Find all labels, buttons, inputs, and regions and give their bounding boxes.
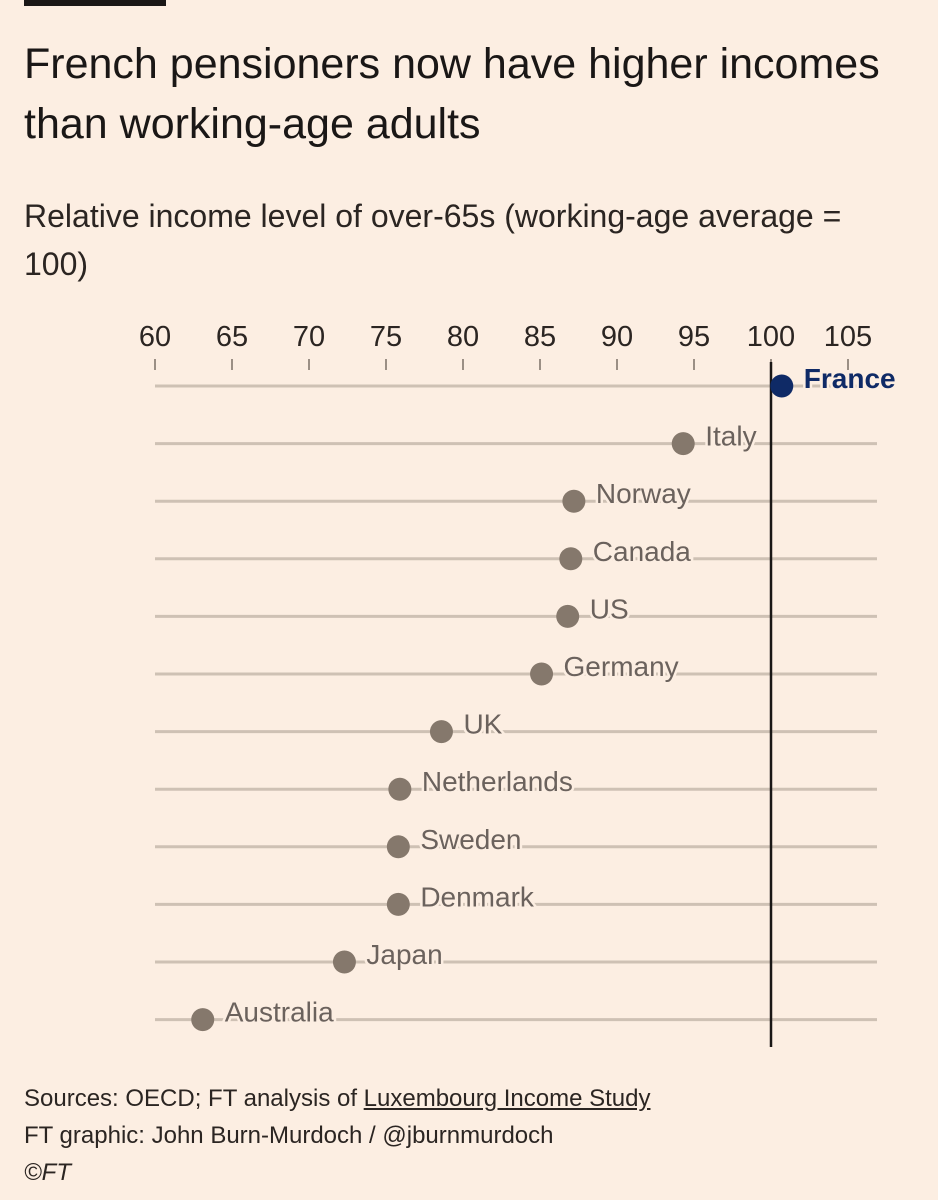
tick-label-60: 60 — [139, 321, 171, 353]
tick-label-75: 75 — [370, 321, 402, 353]
data-label-japan: Japan — [366, 939, 442, 970]
tick-label-65: 65 — [216, 321, 248, 353]
luxembourg-income-study-link[interactable]: Luxembourg Income Study — [363, 1085, 651, 1112]
chart-title: French pensioners now have higher income… — [24, 40, 880, 148]
dot-japan — [332, 950, 356, 974]
top-rule — [24, 0, 166, 6]
tick-label-90: 90 — [601, 321, 633, 353]
tick-label-105: 105 — [824, 321, 872, 353]
data-label-germany: Germany — [564, 651, 679, 682]
data-label-australia: Australia — [225, 997, 334, 1028]
dot-canada — [559, 547, 583, 571]
data-label-denmark: Denmark — [420, 881, 535, 912]
tick-label-100: 100 — [747, 321, 795, 353]
data-label-italy: Italy — [705, 421, 756, 452]
chart-rows — [155, 384, 877, 1022]
data-label-norway: Norway — [596, 478, 691, 509]
data-label-us: US — [590, 593, 629, 624]
x-axis: 60 65 70 75 80 85 90 95 100 105 — [139, 321, 872, 370]
dot-uk — [429, 720, 453, 744]
footer: Sources: OECD; FT analysis of Luxembourg… — [24, 1080, 914, 1191]
graphic-credit: FT graphic: John Burn-Murdoch / @jburnmu… — [24, 1122, 554, 1149]
data-label-netherlands: Netherlands — [422, 766, 573, 797]
chart-dots: France Italy Norway Canada US Germany UK Nether… — [191, 361, 898, 1032]
data-label-sweden: Sweden — [420, 824, 521, 855]
chart-subtitle: Relative income level of over-65s (worki… — [24, 198, 842, 282]
dot-netherlands — [388, 777, 412, 801]
dot-denmark — [386, 892, 410, 916]
data-label-france: France — [804, 363, 896, 394]
dot-plot-chart: 60 65 70 75 80 85 90 95 100 105 France Italy Norway… — [139, 321, 898, 1047]
dot-norway — [562, 489, 586, 513]
dot-italy — [671, 432, 695, 456]
dot-us — [556, 604, 580, 628]
sources-text: Sources: OECD; FT analysis of — [24, 1085, 364, 1112]
data-label-canada: Canada — [593, 536, 692, 567]
copyright: ©FT — [24, 1159, 72, 1186]
dot-germany — [530, 662, 554, 686]
dot-sweden — [386, 835, 410, 859]
tick-label-85: 85 — [524, 321, 556, 353]
tick-label-80: 80 — [447, 321, 479, 353]
data-label-uk: UK — [463, 709, 502, 740]
tick-label-70: 70 — [293, 321, 325, 353]
sources-line: Sources: OECD; FT analysis of Luxembourg… — [24, 1080, 914, 1117]
tick-label-95: 95 — [678, 321, 710, 353]
dot-australia — [191, 1008, 215, 1032]
dot-france — [770, 374, 794, 398]
